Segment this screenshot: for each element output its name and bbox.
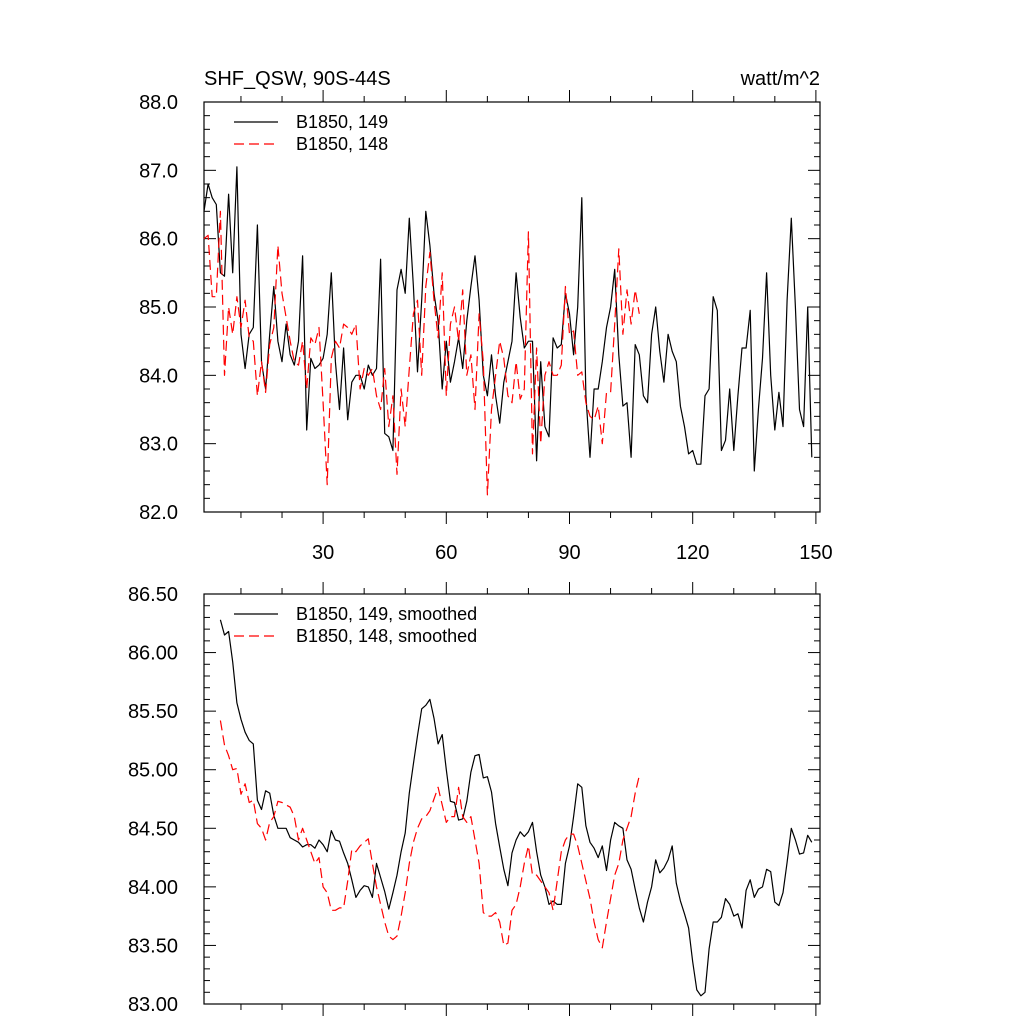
x-tick-label: 60: [435, 542, 457, 564]
series-line-0: [203, 166, 813, 472]
y-tick-label: 85.00: [128, 760, 178, 782]
legend-label: B1850, 149, smoothed: [296, 604, 477, 624]
bottom-panel: 83.00 83.50 84.00 84.50 85.00 85.50 86.00 86.50…: [128, 582, 821, 1016]
chart-title: SHF_QSW, 90S-44S: [204, 68, 391, 90]
top-panel: 82.0 83.0 84.0 85.0 86.0 87.0 88.0 30 60 90 120 150…: [139, 90, 833, 564]
y-tick-label: 86.50: [128, 584, 178, 606]
y-tick-label: 84.00: [128, 877, 178, 899]
y-tick-label: 86.0: [139, 229, 178, 251]
x-tick-label: 30: [312, 542, 334, 564]
y-tick-label: 85.0: [139, 297, 178, 319]
x-tick-label: 90: [558, 542, 580, 564]
y-tick-label: 83.00: [128, 994, 178, 1016]
plot-frame: [203, 101, 821, 513]
legend-label: B1850, 149: [296, 112, 388, 132]
y-tick-label: 83.50: [128, 935, 178, 957]
x-tick-label: 120: [676, 542, 709, 564]
legend-label: B1850, 148: [296, 134, 388, 154]
y-tick-label: 82.0: [139, 502, 178, 524]
legend-label: B1850, 148, smoothed: [296, 626, 477, 646]
series-line-1: [203, 210, 640, 496]
units-label: watt/m^2: [740, 68, 820, 90]
series-line-0: [219, 619, 813, 997]
y-tick-label: 84.50: [128, 818, 178, 840]
y-tick-label: 86.00: [128, 643, 178, 665]
y-tick-label: 84.0: [139, 365, 178, 387]
y-tick-label: 87.0: [139, 160, 178, 182]
y-tick-label: 88.0: [139, 92, 178, 114]
y-tick-label: 83.0: [139, 434, 178, 456]
series-line-1: [219, 720, 640, 949]
y-tick-label: 85.50: [128, 701, 178, 723]
plot-frame: [203, 593, 821, 1005]
x-tick-label: 150: [799, 542, 832, 564]
